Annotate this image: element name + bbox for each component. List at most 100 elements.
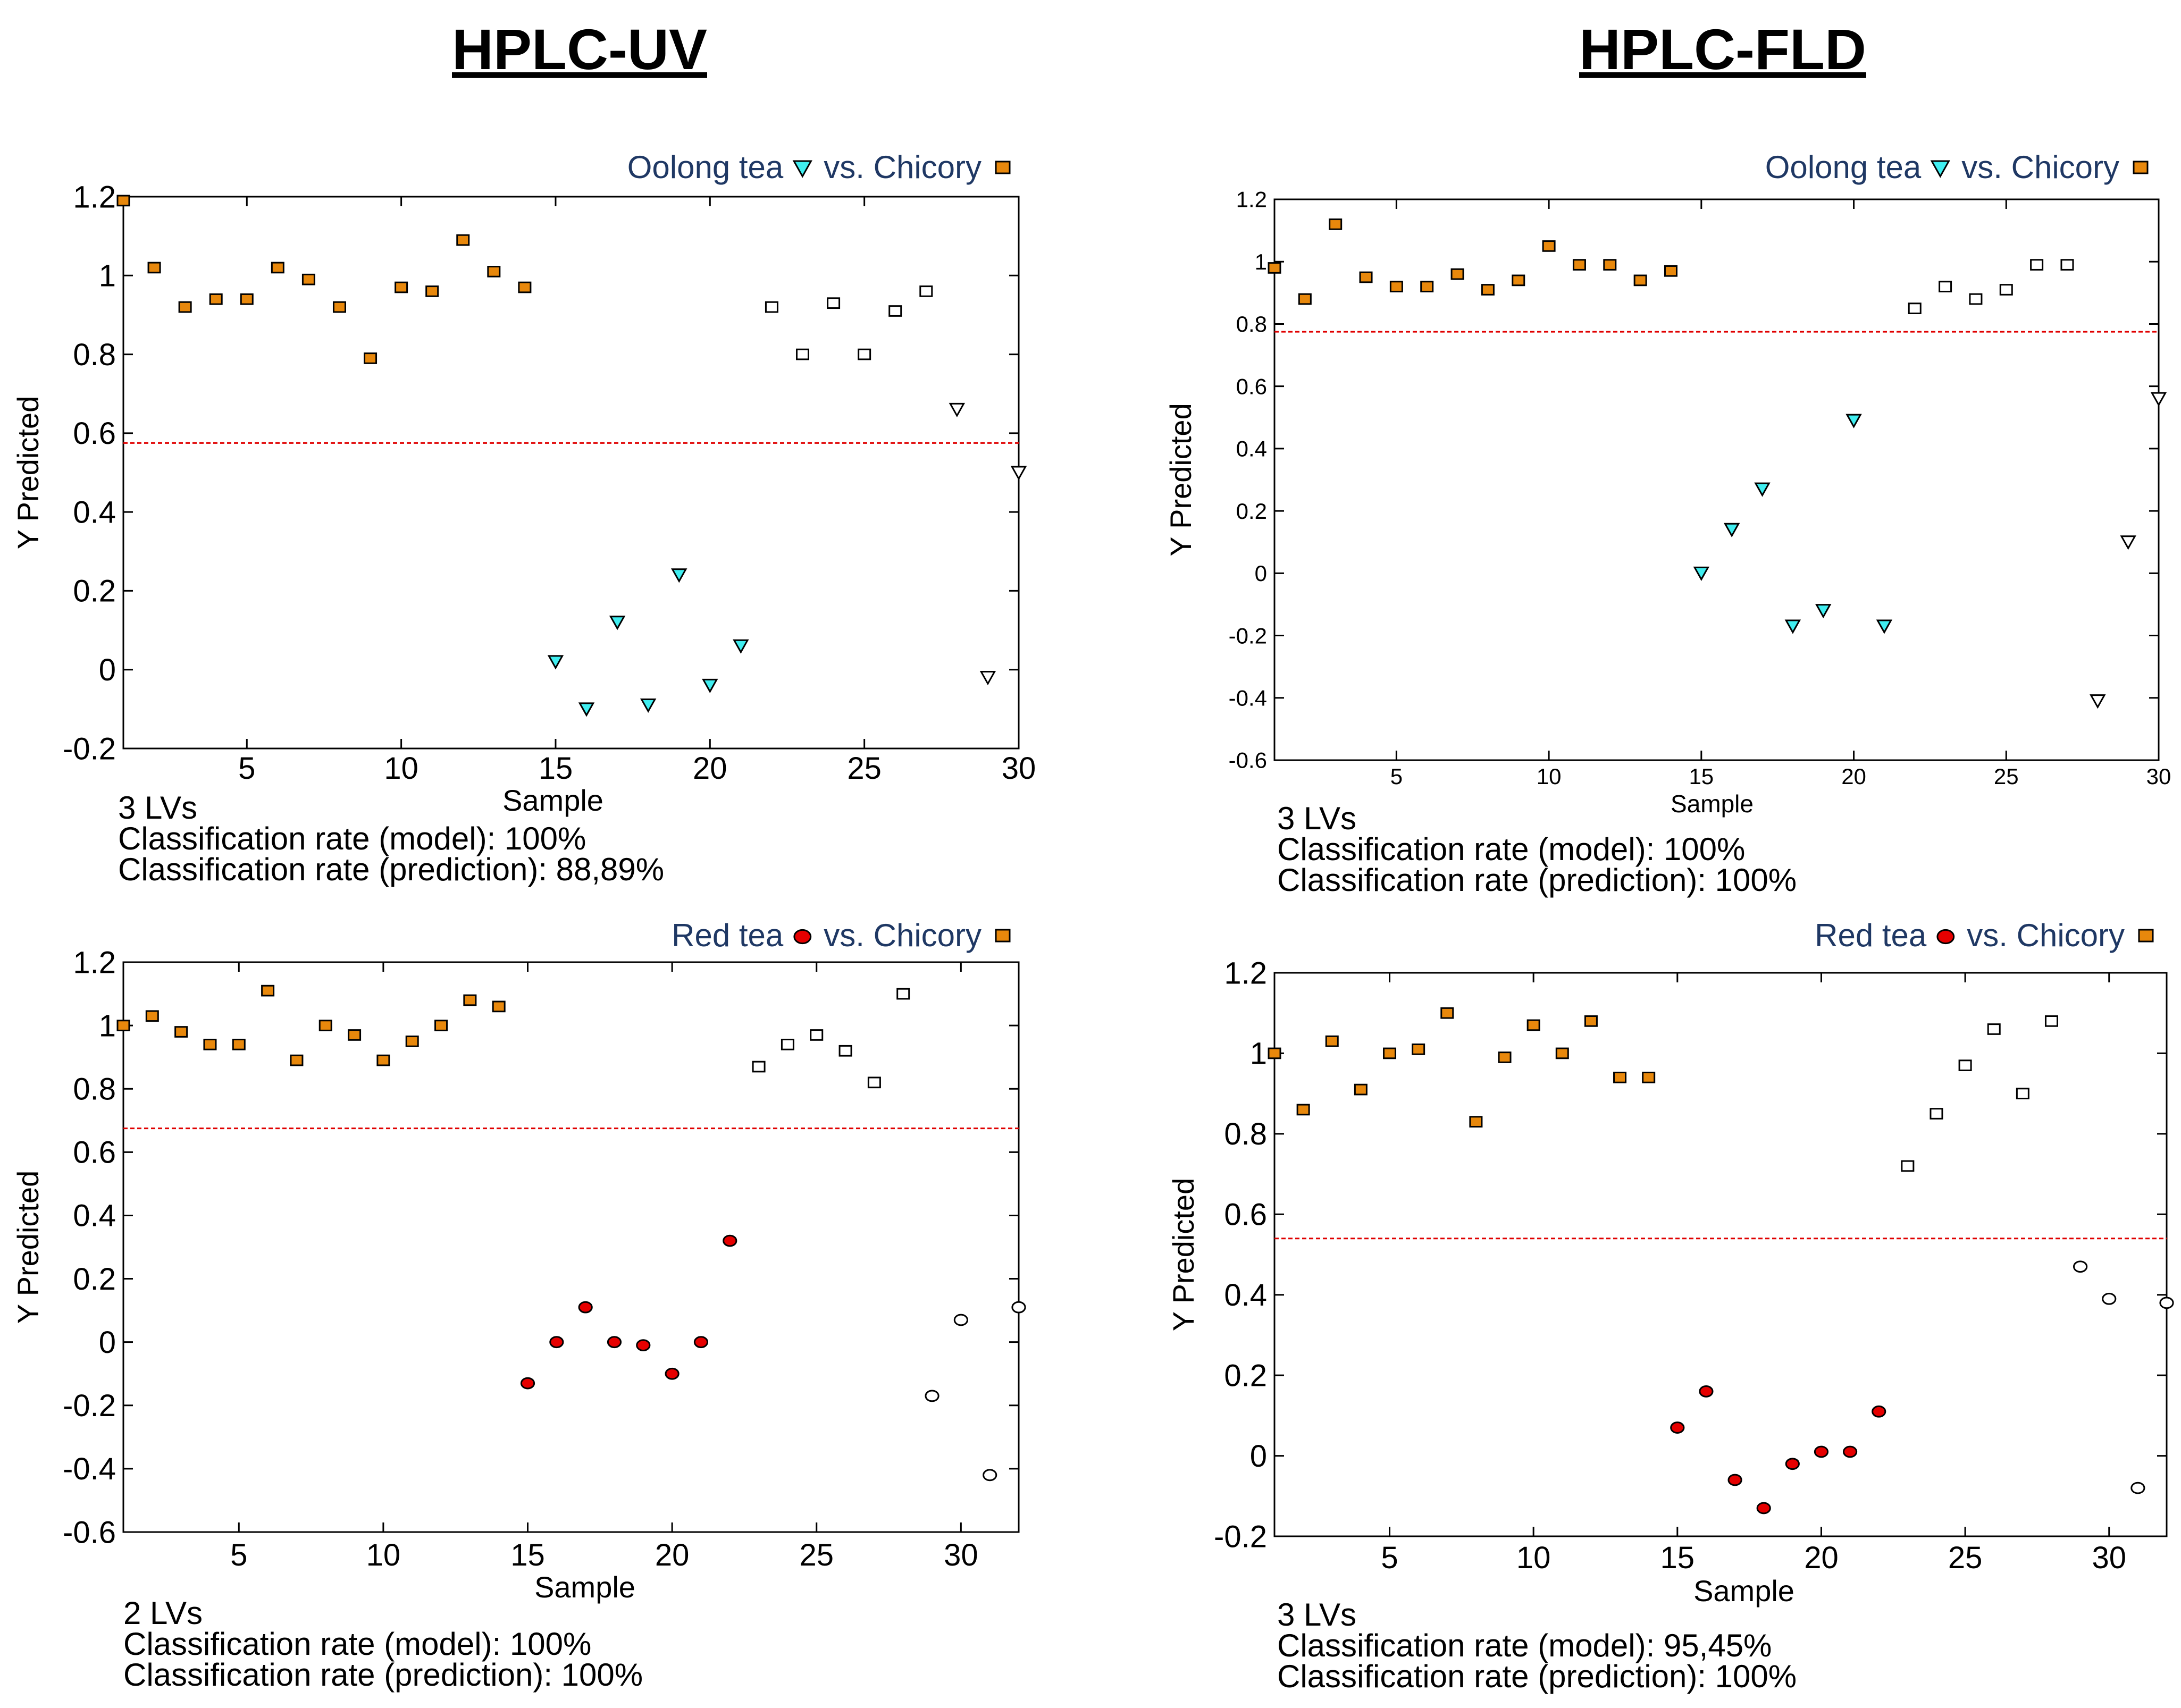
data-point bbox=[867, 1076, 881, 1089]
y-tick-label: 0 bbox=[99, 1325, 116, 1360]
data-point bbox=[1359, 271, 1373, 283]
y-tick-label: 0.6 bbox=[73, 1135, 116, 1170]
data-point bbox=[2120, 535, 2136, 550]
legend-class1-label: Oolong tea bbox=[1765, 149, 1922, 185]
data-point bbox=[301, 273, 315, 285]
data-point bbox=[2150, 392, 2167, 407]
y-tick-label: 0.8 bbox=[1224, 1117, 1267, 1151]
legend-class1-marker bbox=[793, 929, 812, 945]
data-point bbox=[1268, 262, 1281, 274]
y-tick-label: -0.2 bbox=[1214, 1519, 1267, 1554]
data-point bbox=[1572, 259, 1586, 271]
y-tick-label: 1.2 bbox=[73, 945, 116, 980]
data-point bbox=[405, 1036, 419, 1047]
data-point bbox=[1389, 281, 1403, 292]
x-axis-label: Sample bbox=[534, 1570, 635, 1604]
info-line: 3 LVs bbox=[118, 790, 197, 826]
y-tick-label: 0 bbox=[1255, 561, 1267, 586]
data-point bbox=[348, 1029, 362, 1041]
chart-panel-fld-red: -0.2 0 0.2 0.4 0.6 0.8 1 1.2 5 10 15 20 25 30 Sample Y … bbox=[1167, 918, 2174, 1694]
data-point bbox=[953, 1314, 968, 1326]
data-point bbox=[1450, 268, 1464, 280]
data-point bbox=[209, 293, 223, 305]
x-tick-label: 25 bbox=[1948, 1541, 1983, 1575]
y-tick-label: 0.8 bbox=[1236, 312, 1267, 336]
legend-vs-label: vs. Chicory bbox=[824, 149, 982, 185]
y-axis-label: Y Predicted bbox=[11, 1171, 45, 1324]
data-point bbox=[1584, 1015, 1598, 1027]
data-point bbox=[1010, 466, 1027, 481]
legend-class1-marker bbox=[1930, 160, 1950, 178]
data-point bbox=[1325, 1035, 1339, 1047]
data-point bbox=[781, 1038, 794, 1050]
data-point bbox=[203, 1038, 217, 1050]
y-tick-label: 1.2 bbox=[1224, 956, 1267, 990]
data-point bbox=[1296, 1104, 1310, 1116]
y-tick-label: 0.4 bbox=[1236, 436, 1267, 461]
data-point bbox=[147, 262, 161, 274]
data-point bbox=[463, 994, 477, 1006]
data-point bbox=[376, 1054, 390, 1066]
data-point bbox=[434, 1020, 448, 1031]
data-point bbox=[1664, 265, 1677, 277]
data-point bbox=[1354, 1083, 1368, 1096]
y-tick-label: 0.6 bbox=[73, 416, 116, 451]
data-point bbox=[1412, 1044, 1425, 1055]
y-tick-label: 0.4 bbox=[73, 495, 116, 529]
y-tick-label: 0.8 bbox=[73, 1072, 116, 1107]
y-axis-label: Y Predicted bbox=[1164, 403, 1197, 556]
data-point bbox=[492, 1000, 506, 1013]
chart-panel-uv-red: -0.6 -0.4 -0.2 0 0.2 0.4 0.6 0.8 1 1.2 5 10 15 20 25 30… bbox=[11, 918, 1026, 1693]
x-tick-label: 15 bbox=[1689, 764, 1714, 789]
data-point bbox=[145, 1010, 159, 1022]
data-point bbox=[609, 616, 626, 630]
title-hplc-fld: HPLC-FLD bbox=[1579, 17, 1866, 81]
x-tick-label: 5 bbox=[1390, 764, 1403, 789]
data-point bbox=[232, 1038, 246, 1050]
x-tick-label: 25 bbox=[847, 751, 882, 786]
x-tick-label: 30 bbox=[1002, 751, 1036, 786]
info-line: 2 LVs bbox=[123, 1595, 203, 1631]
legend-class1-marker bbox=[792, 160, 812, 178]
data-point bbox=[395, 281, 408, 293]
x-tick-label: 30 bbox=[2146, 764, 2171, 789]
data-point bbox=[665, 1367, 680, 1380]
x-tick-label: 5 bbox=[230, 1538, 247, 1572]
legend-vs-label: vs. Chicory bbox=[1967, 918, 2125, 953]
info-line: Classification rate (prediction): 100% bbox=[1277, 1659, 1797, 1694]
legend-class1-label: Oolong tea bbox=[627, 149, 784, 185]
data-point bbox=[240, 293, 254, 305]
data-point bbox=[858, 348, 871, 360]
y-tick-label: 1 bbox=[1250, 1037, 1267, 1071]
data-point bbox=[1756, 1502, 1771, 1515]
x-tick-label: 20 bbox=[1804, 1541, 1839, 1575]
x-tick-label: 25 bbox=[799, 1538, 834, 1572]
data-point bbox=[693, 1336, 709, 1349]
data-point bbox=[1298, 293, 1312, 305]
x-tick-label: 25 bbox=[1994, 764, 2019, 789]
legend-chicory-marker bbox=[995, 161, 1011, 174]
y-tick-label: 1 bbox=[1255, 249, 1267, 274]
data-point bbox=[547, 655, 564, 670]
y-tick-label: -0.2 bbox=[63, 731, 116, 766]
data-point bbox=[1603, 259, 1617, 271]
legend-chicory-marker bbox=[2138, 929, 2154, 943]
legend-class1-label: Red tea bbox=[1815, 918, 1927, 953]
info-line: Classification rate (prediction): 100% bbox=[123, 1657, 643, 1693]
x-tick-label: 5 bbox=[1381, 1541, 1398, 1575]
data-point bbox=[1999, 284, 2013, 296]
y-tick-label: 0.4 bbox=[73, 1199, 116, 1233]
data-point bbox=[2030, 259, 2044, 271]
info-line: 3 LVs bbox=[1277, 801, 1356, 836]
x-tick-label: 5 bbox=[238, 751, 255, 786]
y-axis-label: Y Predicted bbox=[11, 396, 45, 549]
data-point bbox=[983, 1469, 997, 1482]
data-point bbox=[1555, 1047, 1569, 1059]
data-point bbox=[919, 285, 933, 297]
y-tick-label: 0.6 bbox=[1224, 1198, 1267, 1232]
data-point bbox=[1872, 1405, 1886, 1418]
x-tick-label: 20 bbox=[693, 751, 727, 786]
data-point bbox=[487, 266, 501, 277]
